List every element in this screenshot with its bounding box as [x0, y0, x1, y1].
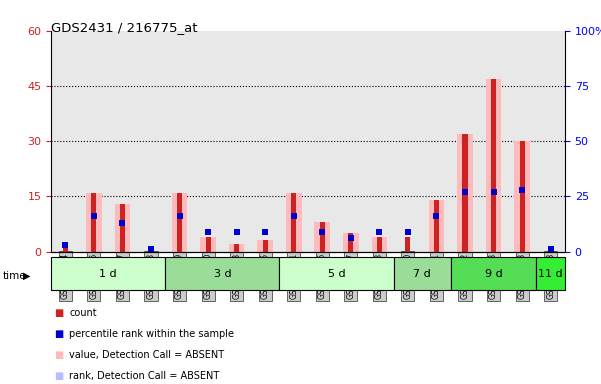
Bar [519, 141, 525, 252]
Text: time: time [3, 271, 26, 281]
Text: 9 d: 9 d [484, 268, 502, 279]
Bar [377, 237, 382, 252]
Point [432, 213, 441, 219]
Text: 11 d: 11 d [538, 268, 563, 279]
Bar [314, 222, 330, 252]
Point [118, 220, 127, 226]
Bar [371, 237, 387, 252]
Bar [234, 244, 239, 252]
Point [175, 213, 185, 219]
Point [489, 189, 498, 195]
Text: 1 d: 1 d [99, 268, 117, 279]
Point [374, 228, 384, 235]
Point [61, 242, 70, 248]
Text: ■: ■ [54, 350, 63, 360]
Bar [200, 237, 216, 252]
Point [346, 235, 356, 242]
Point [546, 246, 555, 252]
Point [346, 235, 356, 242]
Text: 5 d: 5 d [328, 268, 346, 279]
Bar [91, 193, 97, 252]
Bar [229, 244, 245, 252]
Point [517, 187, 527, 193]
Bar [115, 204, 130, 252]
Text: ■: ■ [54, 329, 63, 339]
Text: ▶: ▶ [23, 271, 30, 281]
Bar [63, 248, 68, 252]
Bar [120, 204, 125, 252]
Point [232, 228, 242, 235]
Point [289, 213, 299, 219]
Bar [257, 240, 273, 252]
Text: count: count [69, 308, 97, 318]
Point [374, 228, 384, 235]
Bar [320, 222, 325, 252]
Bar [429, 200, 444, 252]
Text: 3 d: 3 d [213, 268, 231, 279]
Bar [486, 79, 501, 252]
Point [232, 228, 242, 235]
Point [260, 228, 270, 235]
Point [175, 213, 185, 219]
Bar [405, 237, 410, 252]
Point [460, 189, 470, 195]
Bar [434, 200, 439, 252]
Bar [165, 257, 279, 290]
Text: value, Detection Call = ABSENT: value, Detection Call = ABSENT [69, 350, 224, 360]
Bar [291, 193, 296, 252]
Bar [279, 257, 394, 290]
Point [203, 228, 213, 235]
Point [432, 213, 441, 219]
Point [203, 228, 213, 235]
Bar [51, 257, 165, 290]
Bar [514, 141, 530, 252]
Text: GDS2431 / 216775_at: GDS2431 / 216775_at [51, 21, 198, 34]
Text: ■: ■ [54, 308, 63, 318]
Text: 7 d: 7 d [413, 268, 431, 279]
Bar [206, 237, 211, 252]
Point [89, 213, 99, 219]
Bar [462, 134, 468, 252]
Bar [548, 248, 554, 252]
Point [260, 228, 270, 235]
Bar [343, 233, 359, 252]
Bar [457, 134, 473, 252]
Text: percentile rank within the sample: percentile rank within the sample [69, 329, 234, 339]
Point [289, 213, 299, 219]
Bar [394, 257, 451, 290]
Point [317, 228, 327, 235]
Text: ■: ■ [54, 371, 63, 381]
Bar [86, 193, 102, 252]
Point [146, 246, 156, 252]
Point [489, 189, 498, 195]
Point [118, 220, 127, 226]
Bar [348, 233, 353, 252]
Point [517, 187, 527, 193]
Bar [172, 193, 188, 252]
Point [460, 189, 470, 195]
Bar [286, 193, 302, 252]
Bar [263, 240, 268, 252]
Bar [177, 193, 182, 252]
Point [403, 228, 413, 235]
Bar [536, 257, 565, 290]
Text: rank, Detection Call = ABSENT: rank, Detection Call = ABSENT [69, 371, 219, 381]
Bar [491, 79, 496, 252]
Bar [451, 257, 536, 290]
Point [317, 228, 327, 235]
Point [89, 213, 99, 219]
